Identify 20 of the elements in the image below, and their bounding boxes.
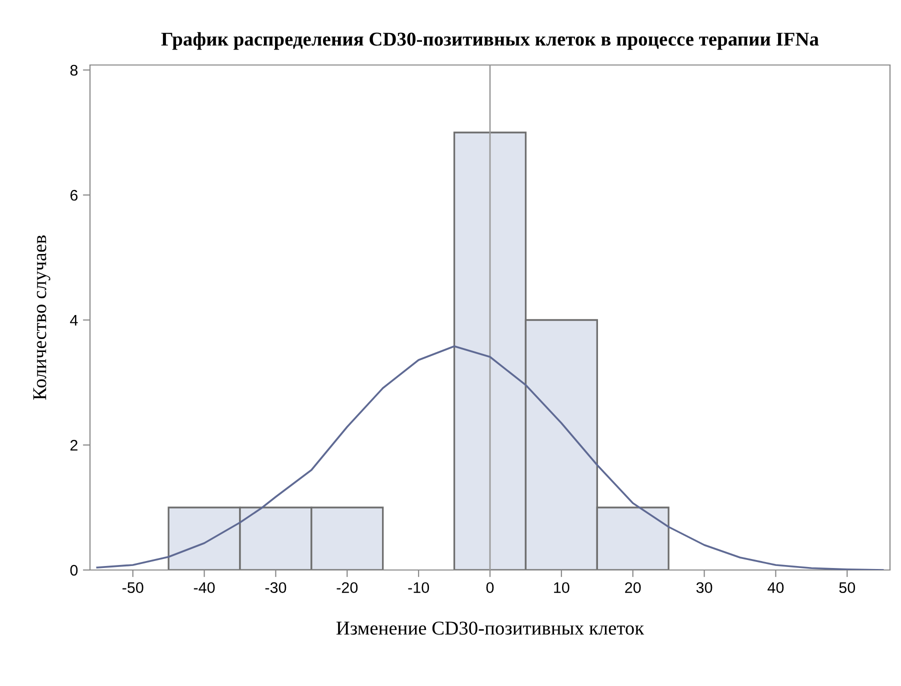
x-tick-label: -40 — [194, 582, 215, 594]
y-tick-label: 2 — [70, 440, 78, 451]
chart-title: График распределения CD30-позитивных клеток в процессе терапии IFNa — [161, 32, 819, 50]
x-tick-label: 10 — [554, 582, 570, 594]
x-tick-label: -20 — [336, 582, 358, 594]
x-tick-label: -50 — [122, 582, 144, 594]
y-tick-label: 0 — [70, 564, 78, 576]
y-tick-label: 8 — [70, 64, 78, 76]
x-tick-label: -30 — [265, 582, 286, 594]
x-tick-label: 40 — [768, 582, 784, 594]
x-tick-label: -10 — [408, 582, 430, 594]
x-tick-label: 0 — [486, 582, 494, 594]
x-tick-label: 50 — [839, 582, 856, 594]
y-tick-label: 6 — [70, 190, 78, 201]
x-axis-title: Изменение CD30-позитивных клеток — [336, 622, 644, 635]
line-series — [96, 345, 884, 570]
y-axis-title: Количество случаев — [33, 235, 50, 400]
x-tick-label: 20 — [625, 582, 641, 594]
y-tick-label: 4 — [70, 315, 78, 326]
x-tick-label: 30 — [696, 582, 712, 594]
